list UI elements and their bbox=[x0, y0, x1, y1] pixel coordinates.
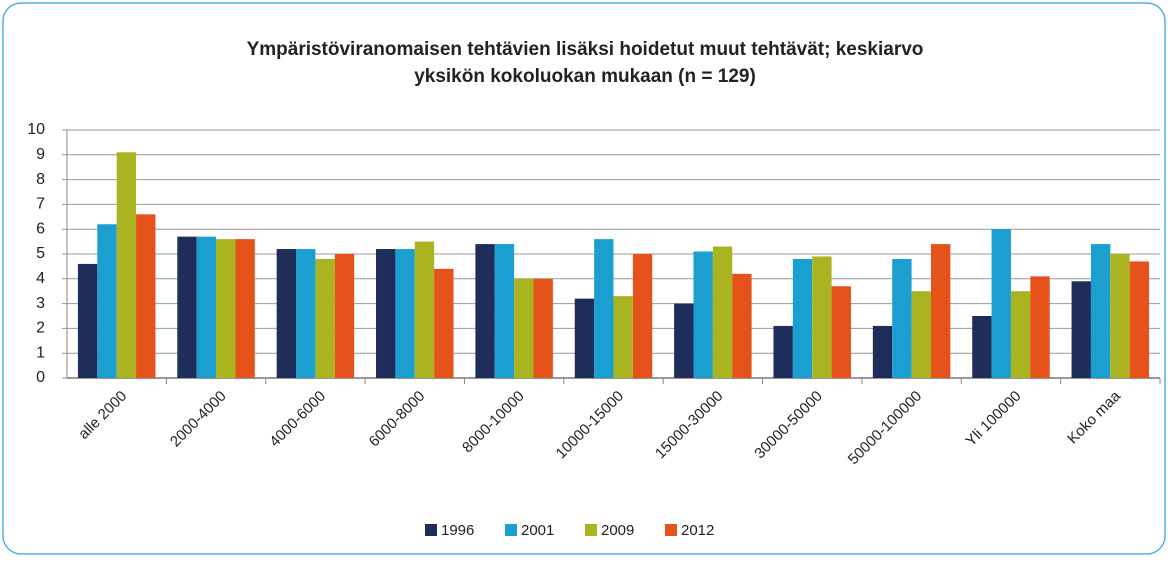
chart-title: yksikön kokoluokan mukaan (n = 129) bbox=[414, 66, 756, 87]
y-tick-label: 8 bbox=[36, 171, 45, 188]
bar bbox=[1010, 291, 1031, 378]
bar bbox=[712, 246, 733, 378]
y-tick-label: 0 bbox=[36, 369, 45, 386]
bar bbox=[177, 236, 197, 378]
bar bbox=[574, 298, 595, 378]
bar bbox=[674, 303, 694, 378]
chart-title: Ympäristöviranomaisen tehtävien lisäksi … bbox=[247, 39, 924, 60]
bar bbox=[812, 256, 832, 378]
y-tick-label: 9 bbox=[36, 146, 45, 163]
bar bbox=[475, 244, 495, 378]
bar bbox=[296, 249, 316, 378]
bar bbox=[136, 214, 156, 378]
legend-label: 2001 bbox=[521, 522, 554, 539]
bar bbox=[1090, 244, 1111, 378]
bar bbox=[376, 249, 396, 378]
legend-label: 1996 bbox=[441, 522, 474, 539]
bar bbox=[831, 286, 851, 378]
legend-swatch bbox=[665, 524, 677, 536]
bar bbox=[494, 244, 515, 378]
y-tick-label: 1 bbox=[36, 344, 45, 361]
bar bbox=[594, 239, 614, 378]
bar bbox=[972, 316, 992, 378]
y-tick-label: 7 bbox=[36, 196, 45, 213]
bar bbox=[434, 268, 454, 378]
legend-label: 2012 bbox=[681, 522, 714, 539]
bar bbox=[276, 249, 297, 378]
bar bbox=[930, 244, 951, 378]
bar bbox=[315, 258, 335, 378]
bar bbox=[1129, 261, 1150, 378]
bar bbox=[116, 152, 137, 378]
bar bbox=[216, 239, 236, 378]
bar bbox=[693, 251, 713, 378]
legend-swatch bbox=[505, 524, 517, 536]
bar bbox=[1030, 276, 1050, 378]
bar bbox=[77, 263, 98, 378]
bar bbox=[613, 296, 633, 378]
bar bbox=[1110, 254, 1130, 378]
y-tick-label: 5 bbox=[36, 245, 45, 262]
bar bbox=[334, 254, 355, 378]
legend-swatch bbox=[425, 524, 437, 536]
bar bbox=[235, 239, 255, 378]
y-tick-label: 10 bbox=[27, 121, 45, 138]
y-tick-label: 6 bbox=[36, 220, 45, 237]
y-tick-label: 4 bbox=[36, 270, 45, 287]
bar bbox=[732, 273, 752, 378]
bar bbox=[414, 241, 435, 378]
bar bbox=[632, 254, 653, 378]
bar bbox=[533, 278, 553, 378]
bar bbox=[773, 325, 793, 378]
bar bbox=[991, 229, 1011, 378]
bar bbox=[514, 278, 534, 378]
bar bbox=[395, 249, 415, 378]
bar bbox=[196, 236, 217, 378]
bar bbox=[97, 224, 117, 378]
y-tick-label: 2 bbox=[36, 320, 45, 337]
bar bbox=[792, 258, 813, 378]
bar bbox=[872, 325, 893, 378]
bar bbox=[892, 258, 912, 378]
bar bbox=[911, 291, 931, 378]
bar bbox=[1071, 281, 1091, 378]
legend-label: 2009 bbox=[601, 522, 634, 539]
y-tick-label: 3 bbox=[36, 295, 45, 312]
legend-swatch bbox=[585, 524, 597, 536]
